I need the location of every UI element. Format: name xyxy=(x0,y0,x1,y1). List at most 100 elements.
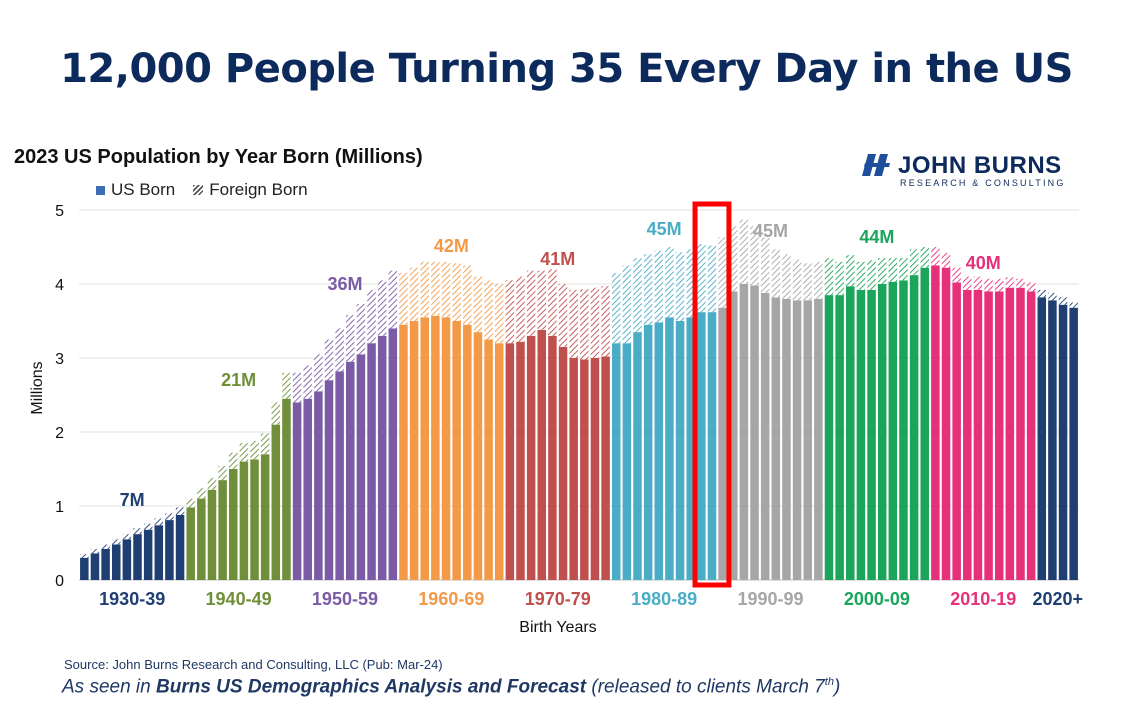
bar-us-born xyxy=(888,281,898,580)
bar-us-born xyxy=(580,359,589,580)
bar-us-born xyxy=(303,398,312,580)
x-tick-label: 1970-79 xyxy=(525,589,591,609)
data-label: 36M xyxy=(327,274,362,294)
bar-us-born xyxy=(686,317,695,580)
bar-foreign-born xyxy=(665,247,674,318)
chart-title: 2023 US Population by Year Born (Million… xyxy=(14,146,423,168)
bar-foreign-born xyxy=(271,402,281,425)
bar-foreign-born xyxy=(207,477,217,490)
bar-us-born xyxy=(101,548,110,580)
chart-legend: US Born Foreign Born xyxy=(96,180,308,200)
bar-us-born xyxy=(994,291,1004,580)
bar-us-born xyxy=(197,498,206,580)
bar-foreign-born xyxy=(814,261,823,299)
bar-foreign-born xyxy=(697,244,706,313)
bar-foreign-born xyxy=(729,226,738,292)
us-born-swatch xyxy=(96,185,105,195)
bar-us-born xyxy=(611,343,621,580)
bar-us-born xyxy=(452,321,461,580)
bar-us-born xyxy=(388,328,398,580)
bar-us-born xyxy=(1016,287,1025,580)
bar-foreign-born xyxy=(792,259,802,301)
bar-us-born xyxy=(569,358,578,580)
bar-us-born xyxy=(824,295,834,580)
bar-us-born xyxy=(963,289,972,580)
bar-us-born xyxy=(218,480,227,580)
bar-foreign-born xyxy=(282,372,291,399)
bar-foreign-born xyxy=(548,269,557,336)
bar-us-born xyxy=(292,402,302,580)
y-tick-label: 5 xyxy=(55,203,64,220)
bar-foreign-born xyxy=(1037,289,1047,298)
bar-foreign-born xyxy=(260,433,270,455)
bar-us-born xyxy=(250,459,259,580)
bar-foreign-born xyxy=(782,254,791,299)
bar-foreign-born xyxy=(920,247,929,268)
bar-foreign-born xyxy=(143,523,153,530)
bar-foreign-born xyxy=(197,488,206,499)
bar-us-born xyxy=(1048,300,1057,580)
page-title: 12,000 People Turning 35 Every Day in th… xyxy=(60,46,1073,92)
bar-foreign-born xyxy=(952,267,961,283)
bar-us-born xyxy=(186,507,195,580)
bar-foreign-born xyxy=(888,258,898,282)
bar-us-born xyxy=(707,312,717,580)
bar-us-born xyxy=(643,324,653,580)
bar-foreign-born xyxy=(994,278,1004,292)
source-note: Source: John Burns Research and Consulti… xyxy=(64,657,443,672)
bar-foreign-born xyxy=(803,263,812,301)
bar-foreign-born xyxy=(1058,297,1068,305)
bar-foreign-born xyxy=(324,339,334,381)
bar-foreign-born xyxy=(1016,278,1025,288)
data-label: 45M xyxy=(647,219,682,239)
bar-us-born xyxy=(282,398,291,580)
bar-us-born xyxy=(239,461,249,580)
bar-foreign-born xyxy=(452,263,461,321)
bar-us-born xyxy=(484,339,493,580)
bar-foreign-born xyxy=(90,548,100,554)
bar-foreign-born xyxy=(314,354,323,392)
bar-us-born xyxy=(654,322,664,580)
bar-us-born xyxy=(377,335,387,580)
bar-us-born xyxy=(771,297,781,580)
bar-us-born xyxy=(548,335,557,580)
x-axis-label: Birth Years xyxy=(519,619,596,636)
bar-foreign-born xyxy=(186,498,195,508)
data-label: 21M xyxy=(221,370,256,390)
bar-foreign-born xyxy=(473,276,483,333)
bar-us-born xyxy=(90,553,100,580)
bar-foreign-born xyxy=(526,270,536,336)
bar-foreign-born xyxy=(931,247,940,266)
bar-foreign-born xyxy=(239,443,249,462)
bar-us-born xyxy=(260,454,270,580)
bar-us-born xyxy=(473,332,483,580)
y-tick-label: 4 xyxy=(55,277,64,294)
bar-us-born xyxy=(409,321,419,580)
bar-foreign-born xyxy=(1069,302,1078,308)
bar-us-born xyxy=(356,354,366,580)
bar-foreign-born xyxy=(377,280,387,336)
bar-foreign-born xyxy=(101,544,110,549)
bar-us-born xyxy=(143,529,153,580)
bar-us-born xyxy=(431,315,440,580)
release-note-suffix: th xyxy=(824,676,834,688)
bar-us-born xyxy=(1026,291,1036,580)
bar-foreign-born xyxy=(303,365,312,399)
bar-us-born xyxy=(782,298,791,580)
bar-foreign-born xyxy=(963,276,972,290)
bar-foreign-born xyxy=(388,270,398,329)
bar-foreign-born xyxy=(122,534,132,540)
bar-us-born xyxy=(271,424,281,580)
bar-foreign-born xyxy=(622,265,632,344)
logo-subtitle: RESEARCH & CONSULTING xyxy=(900,178,1066,188)
bar-foreign-born xyxy=(643,254,653,325)
bar-foreign-born xyxy=(569,289,578,358)
bar-foreign-born xyxy=(611,272,621,344)
bar-us-born xyxy=(133,534,142,580)
bar-foreign-born xyxy=(633,258,642,333)
logo-name: JOHN BURNS xyxy=(898,152,1062,179)
bar-foreign-born xyxy=(356,303,366,355)
bar-foreign-born xyxy=(558,284,568,347)
x-tick-label: 1930-39 xyxy=(99,589,165,609)
